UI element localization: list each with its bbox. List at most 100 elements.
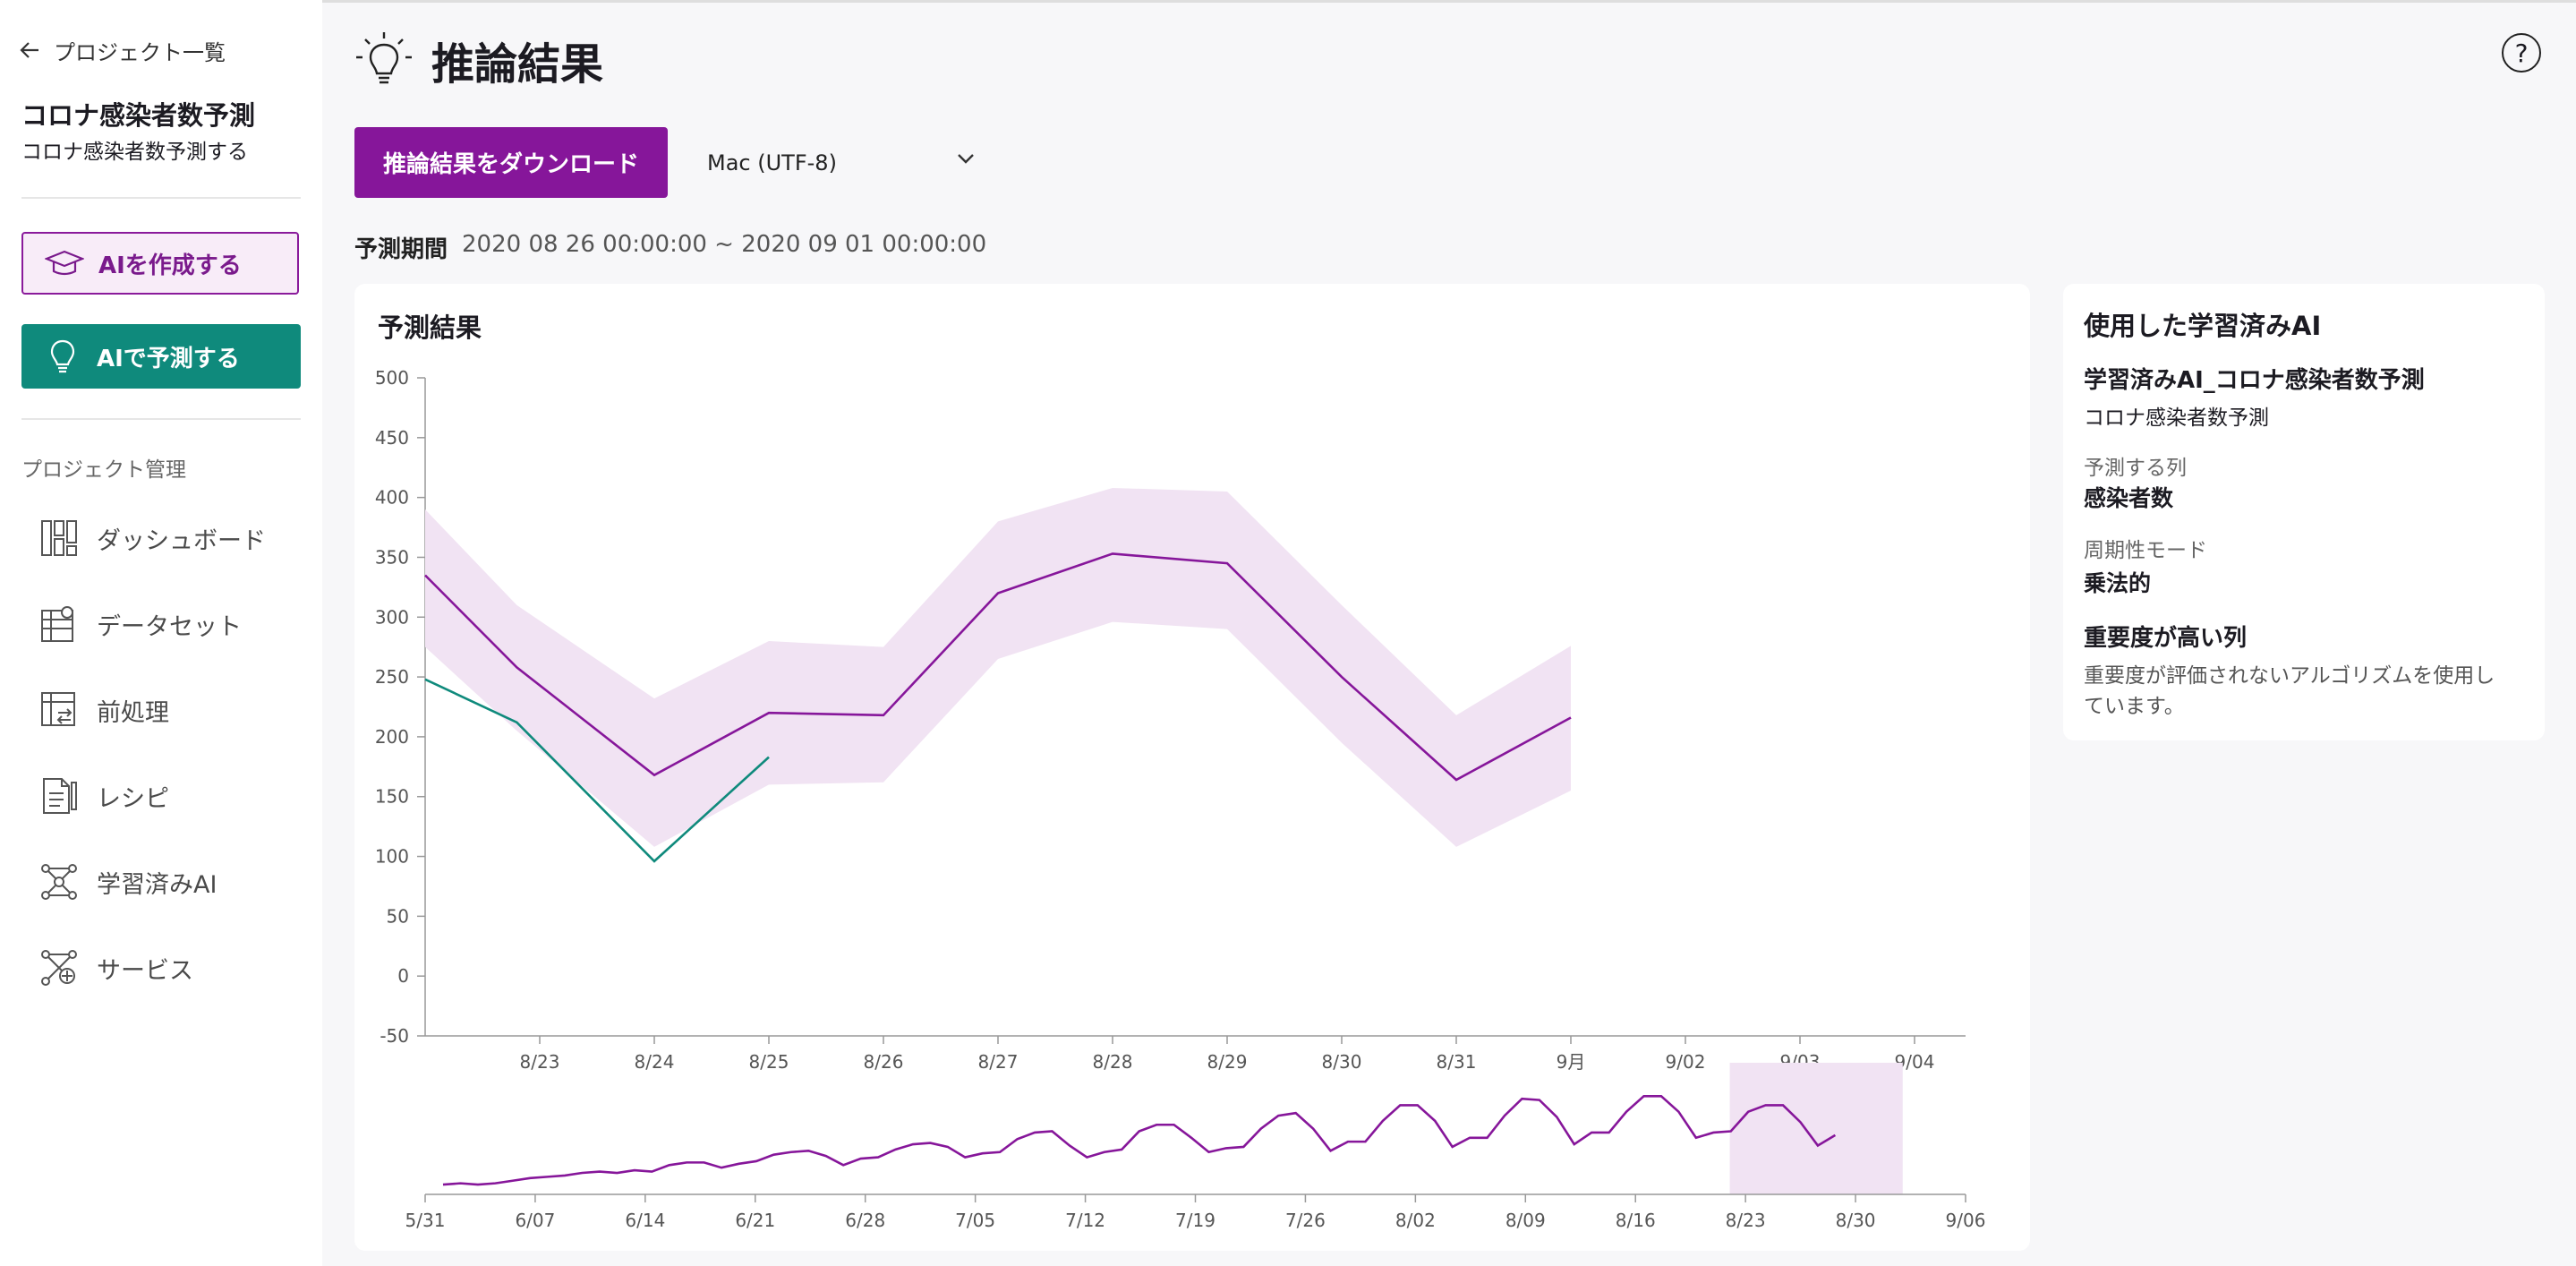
predict-ai-button[interactable]: AIで予測する: [21, 324, 301, 389]
dataset-icon: [39, 605, 79, 643]
y-tick-label: 0: [397, 965, 409, 987]
x-tick-label: 8/30: [1322, 1051, 1362, 1073]
x-tick-label: 8/24: [635, 1051, 675, 1073]
sidebar-item-service[interactable]: サービス: [39, 943, 193, 993]
prediction-chart: -50 0 50 100 150 200 250 300 350 400 450 500 8/23 8/2…: [375, 367, 1986, 1231]
x-tick-label: 8/27: [978, 1051, 1019, 1073]
service-icon: [39, 949, 79, 987]
y-tick-label: 250: [375, 666, 409, 688]
preprocess-icon: [39, 691, 79, 729]
overview-x-tick-label: 6/14: [625, 1210, 665, 1231]
x-tick-label: 8/25: [749, 1051, 789, 1073]
target-label: 予測する列: [2084, 457, 2187, 480]
lightbulb-icon: [356, 32, 412, 84]
overview-x-tick-label: 6/07: [515, 1210, 555, 1231]
section-label: プロジェクト管理: [21, 458, 186, 482]
trained-ai-icon: [39, 863, 79, 901]
overview-x-tick-label: 7/12: [1065, 1210, 1105, 1231]
y-tick-label: -50: [380, 1025, 409, 1047]
overview-x-tick-label: 7/05: [955, 1210, 995, 1231]
sidebar-item-preprocess[interactable]: 前処理: [39, 685, 169, 735]
chevron-down-icon: [958, 154, 974, 164]
y-tick-label: 300: [375, 606, 409, 628]
trained-ai-info-card: 使用した学習済みAI 学習済みAI_コロナ感染者数予測 コロナ感染者数予測 予測…: [2063, 284, 2545, 740]
y-tick-label: 350: [375, 546, 409, 568]
importance-label: 重要度が高い列: [2084, 625, 2248, 652]
graduation-cap-icon: [39, 249, 90, 278]
overview-x-tick-label: 6/28: [845, 1210, 885, 1231]
dashboard-icon: [39, 519, 79, 557]
y-tick-label: 400: [375, 487, 409, 509]
question-icon: ?: [2514, 38, 2529, 68]
brush-selection: [1729, 1063, 1903, 1194]
top-border: [0, 0, 2576, 3]
y-tick-label: 200: [375, 726, 409, 748]
season-label: 周期性モード: [2084, 539, 2207, 562]
overview-x-tick-label: 7/19: [1175, 1210, 1215, 1231]
x-tick-label: 9月: [1557, 1051, 1586, 1073]
download-button[interactable]: 推論結果をダウンロード: [354, 127, 668, 198]
encoding-select[interactable]: Mac (UTF-8): [707, 136, 976, 190]
overview-x-tick-label: 8/23: [1726, 1210, 1766, 1231]
sidebar-item-trained-ai[interactable]: 学習済みAI: [39, 857, 217, 907]
info-title: 使用した学習済みAI: [2084, 311, 2322, 341]
page-header: 推論結果: [353, 29, 603, 91]
x-tick-label: 8/26: [864, 1051, 904, 1073]
x-tick-label: 8/23: [520, 1051, 560, 1073]
overview-x-tick-label: 8/30: [1836, 1210, 1876, 1231]
x-tick-label: 9/02: [1666, 1051, 1706, 1073]
help-button[interactable]: ?: [2502, 33, 2541, 73]
overview-x-tick-label: 8/09: [1506, 1210, 1546, 1231]
project-title: コロナ感染者数予測: [21, 100, 256, 131]
sidebar-item-dataset[interactable]: データセット: [39, 599, 242, 649]
divider: [21, 197, 301, 199]
model-name: 学習済みAI_コロナ感染者数予測: [2084, 367, 2425, 394]
prediction-period: 予測期間 2020 08 26 00:00:00 ~ 2020 09 01 00…: [354, 231, 986, 264]
y-tick-label: 150: [375, 786, 409, 808]
sidebar-item-label: サービス: [97, 956, 193, 985]
sidebar-item-label: 前処理: [97, 698, 169, 727]
back-link[interactable]: プロジェクト一覧: [20, 34, 226, 66]
actual-line: [424, 678, 770, 863]
y-tick-label: 500: [375, 367, 409, 389]
season-value: 乗法的: [2084, 570, 2152, 596]
project-subtitle: コロナ感染者数予測する: [21, 141, 248, 164]
sidebar-item-recipe[interactable]: レシピ: [39, 771, 169, 821]
recipe-icon: [39, 777, 79, 815]
overview-x-tick-label: 9/06: [1946, 1210, 1986, 1231]
y-tick-label: 450: [375, 427, 409, 449]
overview-x-tick-label: 8/02: [1395, 1210, 1436, 1231]
sidebar-item-label: データセット: [97, 612, 242, 641]
sidebar-item-label: 学習済みAI: [97, 870, 218, 899]
create-ai-label: AIを作成する: [98, 252, 242, 279]
page-title: 推論結果: [431, 39, 604, 90]
period-label: 予測期間: [354, 236, 448, 263]
importance-desc: 重要度が評価されないアルゴリズムを使用し: [2084, 664, 2495, 688]
x-tick-label: 8/31: [1437, 1051, 1477, 1073]
overview-x-tick-label: 8/16: [1616, 1210, 1656, 1231]
overview-line: [442, 1094, 1837, 1186]
lightbulb-icon: [38, 338, 88, 374]
confidence-band: [425, 487, 1571, 847]
sidebar-item-label: レシピ: [97, 784, 169, 813]
x-tick-label: 8/29: [1207, 1051, 1248, 1073]
target-value: 感染者数: [2084, 485, 2174, 511]
divider: [21, 418, 301, 420]
overview-x-tick-label: 7/26: [1285, 1210, 1326, 1231]
encoding-value: Mac (UTF-8): [707, 150, 837, 175]
arrow-left-icon: [20, 42, 38, 58]
overview-x-tick-label: 5/31: [405, 1210, 446, 1231]
y-tick-label: 100: [375, 846, 409, 868]
importance-desc: ています。: [2084, 695, 2185, 718]
sidebar-item-dashboard[interactable]: ダッシュボード: [39, 513, 266, 563]
overview-x-tick-label: 6/21: [735, 1210, 775, 1231]
model-desc: コロナ感染者数予測: [2084, 406, 2269, 430]
create-ai-button[interactable]: AIを作成する: [21, 232, 299, 295]
prediction-chart-card: 予測結果 -50 0 50 100 150 200 250 300 350 400 450 500 8/…: [354, 284, 2030, 1251]
sidebar-item-label: ダッシュボード: [97, 526, 266, 555]
y-tick-label: 50: [387, 905, 409, 927]
prediction-line: [424, 552, 1572, 782]
x-tick-label: 8/28: [1093, 1051, 1133, 1073]
predict-ai-label: AIで予測する: [97, 345, 240, 372]
sidebar: プロジェクト一覧 コロナ感染者数予測 コロナ感染者数予測する AIを作成する A…: [0, 0, 322, 1266]
